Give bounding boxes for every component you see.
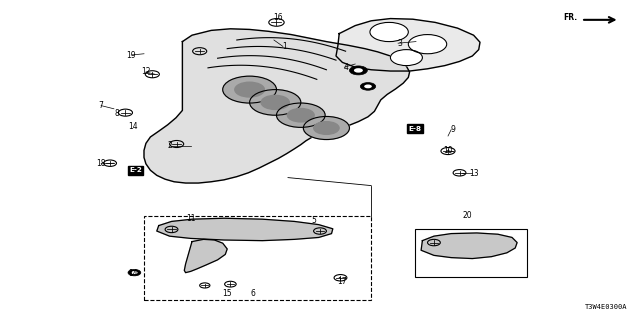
Polygon shape	[144, 29, 410, 183]
Bar	[144, 216, 371, 300]
Circle shape	[408, 35, 447, 54]
Text: 9: 9	[451, 125, 456, 134]
Circle shape	[128, 269, 141, 276]
Circle shape	[276, 103, 325, 127]
Circle shape	[261, 95, 289, 109]
Text: 18: 18	[97, 159, 106, 168]
Circle shape	[349, 66, 367, 75]
Circle shape	[223, 76, 276, 103]
Text: 7: 7	[99, 101, 104, 110]
Text: 14: 14	[128, 269, 138, 278]
Circle shape	[250, 90, 301, 115]
Text: 3: 3	[397, 39, 403, 48]
Circle shape	[354, 68, 363, 73]
Text: 12: 12	[141, 68, 150, 76]
Text: 15: 15	[222, 289, 232, 298]
Circle shape	[370, 22, 408, 42]
Circle shape	[131, 271, 138, 274]
Text: 4: 4	[343, 63, 348, 72]
Text: E-2: E-2	[129, 167, 142, 173]
Text: 10: 10	[443, 146, 453, 155]
Polygon shape	[421, 233, 517, 259]
Text: 8: 8	[114, 109, 119, 118]
Text: 16: 16	[273, 13, 284, 22]
Text: 19: 19	[126, 51, 136, 60]
Text: E-8: E-8	[408, 126, 421, 132]
Text: 11: 11	[186, 214, 195, 223]
Circle shape	[360, 83, 376, 90]
Text: T3W4E0300A: T3W4E0300A	[585, 304, 627, 310]
Text: 6: 6	[250, 289, 255, 298]
Circle shape	[235, 82, 264, 97]
Circle shape	[314, 122, 339, 134]
Text: FR.: FR.	[563, 13, 577, 22]
Circle shape	[287, 108, 314, 122]
Polygon shape	[157, 218, 333, 241]
Text: 17: 17	[337, 277, 348, 286]
Circle shape	[303, 116, 349, 140]
Circle shape	[364, 84, 372, 88]
Text: 1: 1	[282, 42, 287, 51]
Text: 13: 13	[468, 169, 479, 178]
Polygon shape	[184, 239, 227, 273]
Text: 5: 5	[311, 216, 316, 225]
Polygon shape	[336, 19, 480, 71]
Text: 20: 20	[462, 212, 472, 220]
Circle shape	[390, 50, 422, 66]
Text: 14: 14	[128, 122, 138, 131]
Bar	[415, 229, 527, 277]
Text: 2: 2	[167, 141, 172, 150]
